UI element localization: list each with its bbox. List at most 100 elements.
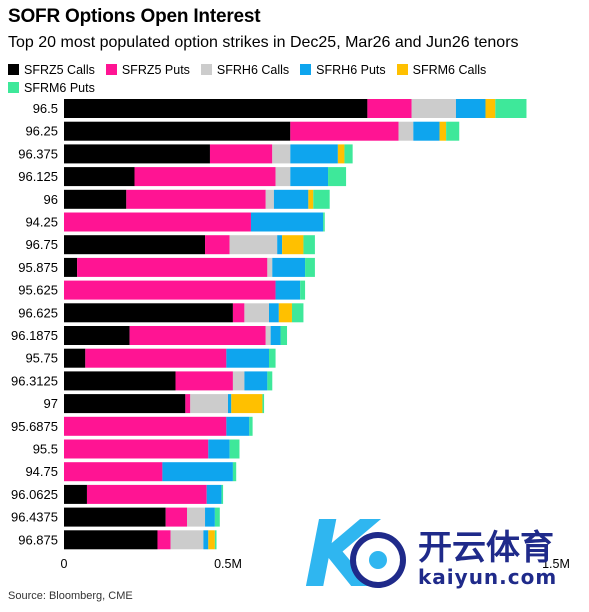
bar-segment xyxy=(280,326,288,345)
bar-segment xyxy=(495,99,527,118)
bar-segment xyxy=(303,235,315,255)
bar-segment xyxy=(344,144,353,164)
bar-segment xyxy=(323,212,325,232)
category-label: 96.375 xyxy=(18,146,58,161)
legend-item: SFRH6 Puts xyxy=(300,61,386,79)
bar-segment xyxy=(170,530,204,550)
bar-segment xyxy=(231,394,263,414)
bar-segment xyxy=(64,484,87,504)
bar-segment xyxy=(244,303,269,323)
bar-segment xyxy=(249,416,253,436)
bar-segment xyxy=(64,507,166,527)
bar-segment xyxy=(485,99,496,118)
bar-segment xyxy=(275,280,301,300)
bar-segment xyxy=(267,371,273,391)
bar-segment xyxy=(228,394,232,414)
bar-segment xyxy=(282,235,304,255)
bar-segment xyxy=(226,416,250,436)
bar-segment xyxy=(232,371,245,391)
bar-segment xyxy=(272,144,291,164)
category-label: 95.6875 xyxy=(11,419,58,434)
category-label: 95.5 xyxy=(33,442,58,457)
bar-segment xyxy=(229,235,278,255)
legend-label: SFRM6 Puts xyxy=(24,81,95,95)
bar-segment xyxy=(290,121,399,141)
bar-segment xyxy=(277,235,283,255)
bar-segment xyxy=(203,530,209,550)
bar-segment xyxy=(64,189,127,209)
chart-subtitle: Top 20 most populated option strikes in … xyxy=(8,34,519,51)
bar-segment xyxy=(262,394,265,414)
bar-segment xyxy=(455,99,486,118)
bar-segment xyxy=(187,507,206,527)
watermark-text-en: kaiyun.com xyxy=(418,565,558,589)
bar-segment xyxy=(208,530,215,550)
category-label: 96.5 xyxy=(33,101,58,116)
bar-segment xyxy=(64,371,176,391)
category-label: 96 xyxy=(44,192,58,207)
bar-segment xyxy=(367,99,412,118)
bar-segment xyxy=(157,530,171,550)
bar-segment xyxy=(221,484,224,504)
legend-item: SFRM6 Calls xyxy=(396,61,486,79)
bar-segment xyxy=(86,484,207,504)
watermark-text-cn: 开云体育 xyxy=(418,528,554,568)
category-label: 94.25 xyxy=(25,215,58,230)
bar-segment xyxy=(126,189,266,209)
bar-segment xyxy=(209,144,273,164)
bar-segment xyxy=(398,121,414,141)
x-tick-label: 0.5M xyxy=(214,557,242,571)
category-label: 96.1875 xyxy=(11,328,58,343)
bar-segment xyxy=(134,167,276,187)
bar-segment xyxy=(305,257,315,277)
legend-swatch xyxy=(8,82,19,93)
legend-item: SFRM6 Puts xyxy=(8,79,95,97)
kaiyun-logo-icon: K xyxy=(304,501,406,608)
bar-segment xyxy=(300,280,306,300)
bar-segment xyxy=(162,462,233,482)
bar-segment xyxy=(275,167,291,187)
legend-label: SFRH6 Puts xyxy=(316,63,386,77)
bar-segment xyxy=(190,394,228,414)
bar-segment xyxy=(446,121,460,141)
bar-segment xyxy=(64,121,291,141)
bar-segment xyxy=(185,394,191,414)
bars xyxy=(64,99,527,550)
bar-segment xyxy=(165,507,187,527)
watermark: K 开云体育 kaiyun.com xyxy=(300,501,585,608)
bar-segment xyxy=(64,167,135,187)
bar-segment xyxy=(290,144,338,164)
bar-segment xyxy=(214,507,220,527)
bar-segment xyxy=(64,99,368,118)
bar-segment xyxy=(278,303,292,323)
legend-label: SFRH6 Calls xyxy=(216,63,290,77)
bar-segment xyxy=(265,326,271,345)
legend: SFRZ5 Calls SFRZ5 Puts SFRH6 Calls SFRH6 Pu… xyxy=(8,61,568,97)
category-label: 95.75 xyxy=(25,351,58,366)
legend-swatch xyxy=(8,64,19,75)
bar-segment xyxy=(64,257,78,277)
stacked-bar-chart: 96.5 96.25 96.375 96.125 96 94.25 96.75 95.875 9… xyxy=(11,99,570,571)
bar-segment xyxy=(291,303,304,323)
legend-swatch xyxy=(105,64,117,75)
category-label: 96.4375 xyxy=(11,510,58,525)
bar-segment xyxy=(244,371,268,391)
bar-segment xyxy=(439,121,447,141)
bar-segment xyxy=(64,212,251,232)
category-label: 95.625 xyxy=(18,283,58,298)
bar-segment xyxy=(337,144,345,164)
bar-segment xyxy=(64,326,130,345)
category-label: 96.3125 xyxy=(11,373,58,388)
bar-segment xyxy=(129,326,266,345)
bar-segment xyxy=(77,257,268,277)
legend-label: SFRZ5 Calls xyxy=(24,63,95,77)
bar-segment xyxy=(270,326,281,345)
bar-segment xyxy=(269,303,279,323)
bar-segment xyxy=(265,189,274,209)
bar-segment xyxy=(328,167,347,187)
bar-segment xyxy=(205,235,230,255)
bar-segment xyxy=(290,167,329,187)
category-label: 96.875 xyxy=(18,532,58,547)
bar-segment xyxy=(269,348,276,368)
legend-item: SFRH6 Calls xyxy=(200,61,290,79)
